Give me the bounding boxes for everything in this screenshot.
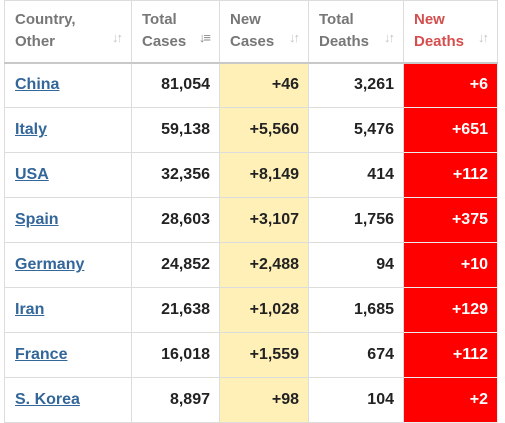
country-cell: USA [4,152,132,198]
table-row: China 81,054 +46 3,261 +6 [4,62,498,108]
total-deaths-cell: 3,261 [308,62,404,108]
new-deaths-cell: +651 [403,107,498,153]
new-cases-cell: +2,488 [219,242,309,288]
country-link[interactable]: France [15,346,68,363]
new-deaths-cell: +10 [403,242,498,288]
column-header-label: Total Deaths [319,11,370,50]
country-cell: Iran [4,287,132,333]
country-cell: France [4,332,132,378]
total-deaths-cell: 1,756 [308,197,404,243]
column-header-label: New Deaths [414,11,465,50]
total-cases-cell: 16,018 [131,332,220,378]
country-link[interactable]: Germany [15,256,85,273]
country-link[interactable]: China [15,76,60,94]
total-cases-cell: 28,603 [131,197,220,243]
total-deaths-cell: 674 [308,332,404,378]
country-cell: S. Korea [4,377,132,423]
column-header-new-deaths[interactable]: New Deaths ↓↑ [403,0,498,64]
table-row: USA 32,356 +8,149 414 +112 [4,152,498,198]
total-deaths-cell: 5,476 [308,107,404,153]
country-cell: China [4,62,132,108]
country-cell: Germany [4,242,132,288]
new-deaths-cell: +112 [403,152,498,198]
total-deaths-cell: 104 [308,377,404,423]
country-link[interactable]: Spain [15,211,59,228]
covid-stats-table: Country, Other ↓↑ Total Cases ↓≡ New Cas… [4,0,498,423]
total-cases-cell: 8,897 [131,377,220,423]
table-row: Iran 21,638 +1,028 1,685 +129 [4,287,498,333]
total-cases-cell: 32,356 [131,152,220,198]
total-deaths-cell: 1,685 [308,287,404,333]
column-header-country[interactable]: Country, Other ↓↑ [4,0,132,64]
total-cases-cell: 24,852 [131,242,220,288]
country-link[interactable]: Iran [15,301,45,318]
new-deaths-cell: +112 [403,332,498,378]
new-cases-cell: +8,149 [219,152,309,198]
sort-icon[interactable]: ↓↑ [289,30,300,45]
new-deaths-cell: +2 [403,377,498,423]
table-row: Italy 59,138 +5,560 5,476 +651 [4,107,498,153]
country-cell: Italy [4,107,132,153]
sort-descending-icon[interactable]: ↓≡ [198,30,211,45]
table-body: China 81,054 +46 3,261 +6 Italy 59,138 +… [4,62,498,423]
new-cases-cell: +5,560 [219,107,309,153]
country-link[interactable]: S. Korea [15,391,80,408]
table-header: Country, Other ↓↑ Total Cases ↓≡ New Cas… [4,0,498,64]
column-header-label: Total Cases [142,11,187,50]
new-deaths-cell: +375 [403,197,498,243]
new-cases-cell: +3,107 [219,197,309,243]
new-cases-cell: +98 [219,377,309,423]
total-cases-cell: 81,054 [131,62,220,108]
column-header-label: New Cases [230,11,275,50]
country-link[interactable]: USA [15,166,49,183]
column-header-total-cases[interactable]: Total Cases ↓≡ [131,0,220,64]
total-cases-cell: 21,638 [131,287,220,333]
new-cases-cell: +1,028 [219,287,309,333]
country-cell: Spain [4,197,132,243]
total-cases-cell: 59,138 [131,107,220,153]
column-header-new-cases[interactable]: New Cases ↓↑ [219,0,309,64]
table-row: S. Korea 8,897 +98 104 +2 [4,377,498,423]
sort-icon[interactable]: ↓↑ [384,30,395,45]
new-deaths-cell: +129 [403,287,498,333]
header-row: Country, Other ↓↑ Total Cases ↓≡ New Cas… [4,0,498,64]
column-header-label: Country, Other [15,11,76,50]
new-cases-cell: +1,559 [219,332,309,378]
sort-icon[interactable]: ↓↑ [112,30,123,45]
sort-icon[interactable]: ↓↑ [478,30,489,45]
country-link[interactable]: Italy [15,121,48,138]
table-row: Spain 28,603 +3,107 1,756 +375 [4,197,498,243]
new-deaths-cell: +6 [403,62,498,108]
column-header-total-deaths[interactable]: Total Deaths ↓↑ [308,0,404,64]
total-deaths-cell: 414 [308,152,404,198]
table-row: Germany 24,852 +2,488 94 +10 [4,242,498,288]
new-cases-cell: +46 [219,62,309,108]
table-row: France 16,018 +1,559 674 +112 [4,332,498,378]
total-deaths-cell: 94 [308,242,404,288]
